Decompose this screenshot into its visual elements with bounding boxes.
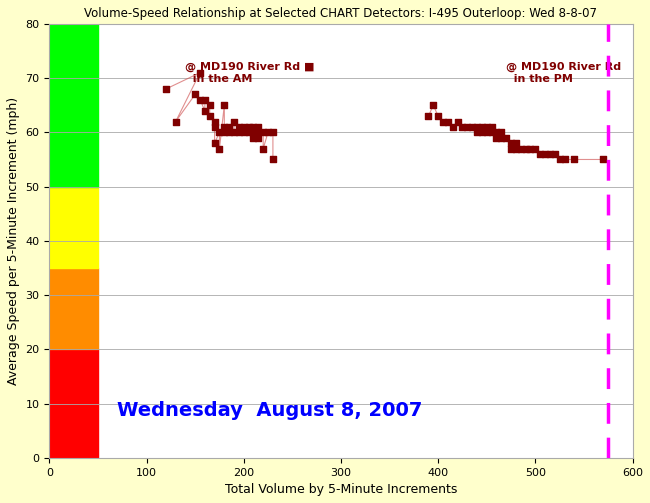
- Point: [569, 155, 579, 163]
- Title: Volume-Speed Relationship at Selected CHART Detectors: I-495 Outerloop: Wed 8-8-: Volume-Speed Relationship at Selected CH…: [84, 7, 597, 20]
- Point: [258, 128, 268, 136]
- Point: [229, 118, 239, 126]
- Point: [195, 69, 205, 77]
- Point: [428, 101, 439, 109]
- Point: [224, 123, 235, 131]
- Point: [200, 107, 210, 115]
- Point: [239, 123, 249, 131]
- Point: [268, 155, 278, 163]
- Point: [496, 128, 506, 136]
- Point: [205, 112, 215, 120]
- Point: [268, 128, 278, 136]
- Point: [229, 128, 239, 136]
- Point: [501, 134, 512, 142]
- Point: [248, 123, 259, 131]
- Point: [482, 128, 492, 136]
- Point: [170, 118, 181, 126]
- Point: [195, 96, 205, 104]
- Point: [209, 123, 220, 131]
- Point: [243, 128, 254, 136]
- Point: [234, 123, 244, 131]
- Point: [243, 123, 254, 131]
- Point: [525, 144, 536, 152]
- Point: [209, 139, 220, 147]
- Point: [448, 123, 458, 131]
- Point: [234, 128, 244, 136]
- Point: [462, 123, 473, 131]
- Point: [598, 155, 608, 163]
- Point: [491, 128, 502, 136]
- Point: [472, 123, 482, 131]
- Point: [452, 118, 463, 126]
- Point: [476, 123, 487, 131]
- Point: [253, 134, 263, 142]
- Point: [248, 134, 259, 142]
- Point: [559, 155, 569, 163]
- Point: [214, 144, 225, 152]
- Point: [190, 91, 200, 99]
- Point: [433, 112, 443, 120]
- Point: [219, 123, 229, 131]
- Point: [506, 144, 516, 152]
- Text: @ MD190 River Rd
  in the PM: @ MD190 River Rd in the PM: [506, 62, 621, 83]
- Point: [258, 144, 268, 152]
- Point: [530, 144, 541, 152]
- Point: [506, 139, 516, 147]
- Point: [486, 128, 497, 136]
- Y-axis label: Average Speed per 5-Minute Increment (mph): Average Speed per 5-Minute Increment (mp…: [7, 97, 20, 385]
- Point: [486, 123, 497, 131]
- Text: @ MD190 River Rd ■
  in the AM: @ MD190 River Rd ■ in the AM: [185, 62, 315, 83]
- Point: [545, 150, 555, 158]
- Point: [161, 85, 171, 93]
- Point: [554, 155, 565, 163]
- Point: [511, 139, 521, 147]
- Point: [438, 118, 448, 126]
- Point: [214, 128, 225, 136]
- Point: [253, 128, 263, 136]
- Point: [515, 144, 526, 152]
- Point: [550, 150, 560, 158]
- Point: [224, 128, 235, 136]
- Point: [219, 101, 229, 109]
- Point: [209, 118, 220, 126]
- Point: [476, 128, 487, 136]
- Point: [467, 123, 477, 131]
- Point: [239, 128, 249, 136]
- Point: [443, 118, 453, 126]
- Point: [540, 150, 551, 158]
- Point: [535, 150, 545, 158]
- Point: [521, 144, 531, 152]
- Point: [219, 128, 229, 136]
- Point: [496, 134, 506, 142]
- Point: [491, 134, 502, 142]
- Point: [472, 128, 482, 136]
- Point: [248, 128, 259, 136]
- Point: [263, 128, 273, 136]
- Point: [205, 101, 215, 109]
- Point: [482, 123, 492, 131]
- Point: [511, 144, 521, 152]
- Point: [200, 96, 210, 104]
- Text: Wednesday  August 8, 2007: Wednesday August 8, 2007: [118, 401, 422, 420]
- Point: [457, 123, 467, 131]
- Point: [423, 112, 434, 120]
- X-axis label: Total Volume by 5-Minute Increments: Total Volume by 5-Minute Increments: [225, 483, 457, 496]
- Point: [253, 123, 263, 131]
